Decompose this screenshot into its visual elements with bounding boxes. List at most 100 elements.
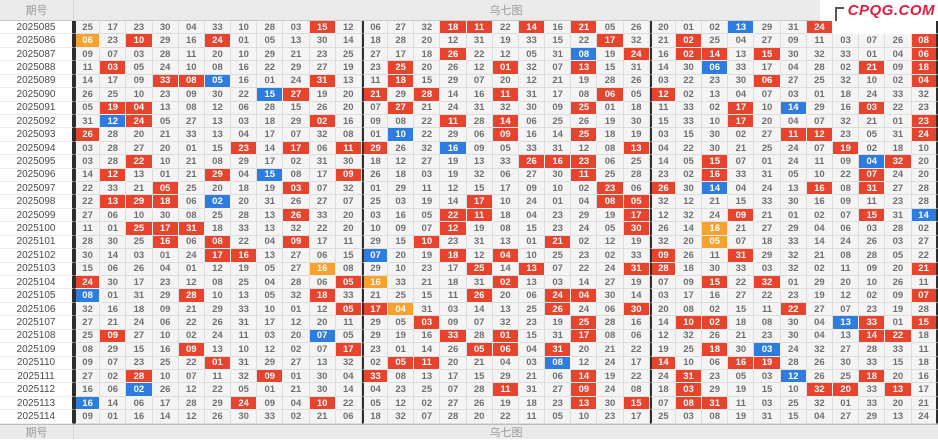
number-cell: 18 — [649, 383, 676, 397]
number-cell: 24 — [754, 182, 781, 196]
number-cell: 20 — [152, 141, 179, 156]
number-cell: 26 — [466, 289, 493, 303]
number-cell: 30 — [780, 47, 807, 62]
number-cell: 27 — [911, 235, 938, 250]
number-cell: 30 — [675, 61, 703, 75]
number-cell: 15 — [728, 302, 755, 317]
number-cell: 04 — [518, 208, 546, 223]
number-cell: 10 — [545, 182, 572, 196]
number-cell: 12 — [388, 155, 415, 169]
number-cell: 25 — [545, 114, 572, 129]
number-cell: 09 — [859, 262, 886, 277]
number-cell: 12 — [283, 316, 310, 330]
number-cell: 32 — [911, 88, 938, 102]
number-cell: 32 — [414, 141, 441, 156]
number-cell: 33 — [388, 276, 415, 290]
number-cell: 06 — [702, 356, 729, 370]
number-cell: 18 — [518, 396, 546, 411]
number-cell: 03 — [257, 329, 284, 344]
number-cell: 02 — [675, 34, 703, 48]
number-cell: 14 — [806, 235, 833, 250]
number-cell: 07 — [545, 262, 572, 277]
number-cell: 03 — [74, 155, 101, 169]
number-cell: 09 — [178, 88, 205, 102]
number-cell: 05 — [492, 141, 519, 156]
number-cell: 33 — [675, 114, 703, 129]
number-cell: 10 — [178, 61, 205, 75]
number-cell: 04 — [152, 262, 179, 277]
number-cell: 25 — [545, 249, 572, 263]
number-cell: 24 — [806, 21, 833, 35]
number-cell: 23 — [911, 114, 938, 129]
number-cell: 08 — [204, 276, 232, 290]
number-cell: 08 — [623, 383, 650, 397]
number-cell: 30 — [597, 289, 624, 303]
number-cell: 10 — [414, 235, 441, 250]
number-cell: 33 — [623, 249, 650, 263]
number-cell: 27 — [780, 74, 807, 89]
number-cell: 23 — [231, 141, 258, 156]
number-cell: 21 — [178, 168, 205, 183]
number-cell: 11 — [466, 21, 493, 35]
site-logo[interactable]: CPQG.COM — [820, 0, 938, 21]
number-cell: 24 — [623, 47, 650, 62]
number-cell: 28 — [780, 356, 807, 370]
number-cell: 29 — [440, 128, 467, 142]
number-cell: 13 — [204, 343, 232, 357]
number-cell: 21 — [361, 289, 389, 303]
number-cell: 02 — [283, 155, 310, 169]
number-cell: 06 — [597, 88, 624, 102]
number-cell: 09 — [152, 302, 179, 317]
number-cell: 03 — [754, 262, 781, 277]
number-cell: 10 — [388, 262, 415, 277]
number-cell: 01 — [231, 34, 258, 48]
number-cell: 27 — [283, 262, 310, 277]
number-cell: 29 — [440, 74, 467, 89]
number-cell: 23 — [780, 289, 807, 303]
number-cell: 14 — [466, 302, 493, 317]
number-cell: 19 — [335, 61, 362, 75]
number-cell: 23 — [885, 195, 912, 209]
number-cell: 02 — [204, 195, 232, 209]
number-cell: 14 — [545, 128, 572, 142]
number-cell: 03 — [780, 88, 807, 102]
number-cell: 03 — [545, 276, 572, 290]
period-footer-label: 期号 — [0, 424, 74, 439]
number-cell: 01 — [100, 410, 127, 424]
number-cell: 05 — [388, 316, 415, 330]
number-cell: 14 — [152, 410, 179, 424]
number-cell: 22 — [492, 410, 519, 424]
number-cell: 07 — [754, 88, 781, 102]
number-cell: 10 — [126, 88, 153, 102]
number-cell: 12 — [204, 101, 232, 115]
number-cell: 08 — [74, 289, 101, 303]
number-cell: 23 — [545, 222, 572, 236]
number-cell: 08 — [571, 47, 598, 62]
period-cell: 2025113 — [0, 396, 74, 411]
number-cell: 32 — [832, 74, 860, 89]
number-cell: 20 — [388, 249, 415, 263]
number-cell: 20 — [649, 21, 676, 35]
number-cell: 18 — [597, 128, 624, 142]
number-cell: 12 — [780, 369, 807, 384]
number-cell: 20 — [492, 74, 519, 89]
number-cell: 11 — [571, 168, 598, 183]
number-cell: 19 — [309, 88, 336, 102]
table-row: 2025100 11 01 25 17 31 18 33 13 32 22 20 10 09 07 12 19 0… — [0, 222, 938, 236]
number-cell: 15 — [309, 21, 336, 35]
number-cell: 01 — [152, 168, 179, 183]
number-cell: 14 — [649, 316, 676, 330]
number-cell: 25 — [702, 34, 729, 48]
number-cell: 05 — [675, 155, 703, 169]
number-cell: 32 — [806, 47, 833, 62]
number-cell — [911, 21, 938, 35]
number-cell: 16 — [152, 343, 179, 357]
number-cell: 08 — [597, 329, 624, 344]
number-cell: 21 — [728, 329, 755, 344]
number-cell: 33 — [152, 74, 179, 89]
number-cell: 09 — [728, 208, 755, 223]
number-cell: 12 — [440, 222, 467, 236]
number-cell: 20 — [126, 128, 153, 142]
number-cell: 29 — [361, 262, 389, 277]
table-header: 期号 乌七图 — [0, 0, 938, 21]
